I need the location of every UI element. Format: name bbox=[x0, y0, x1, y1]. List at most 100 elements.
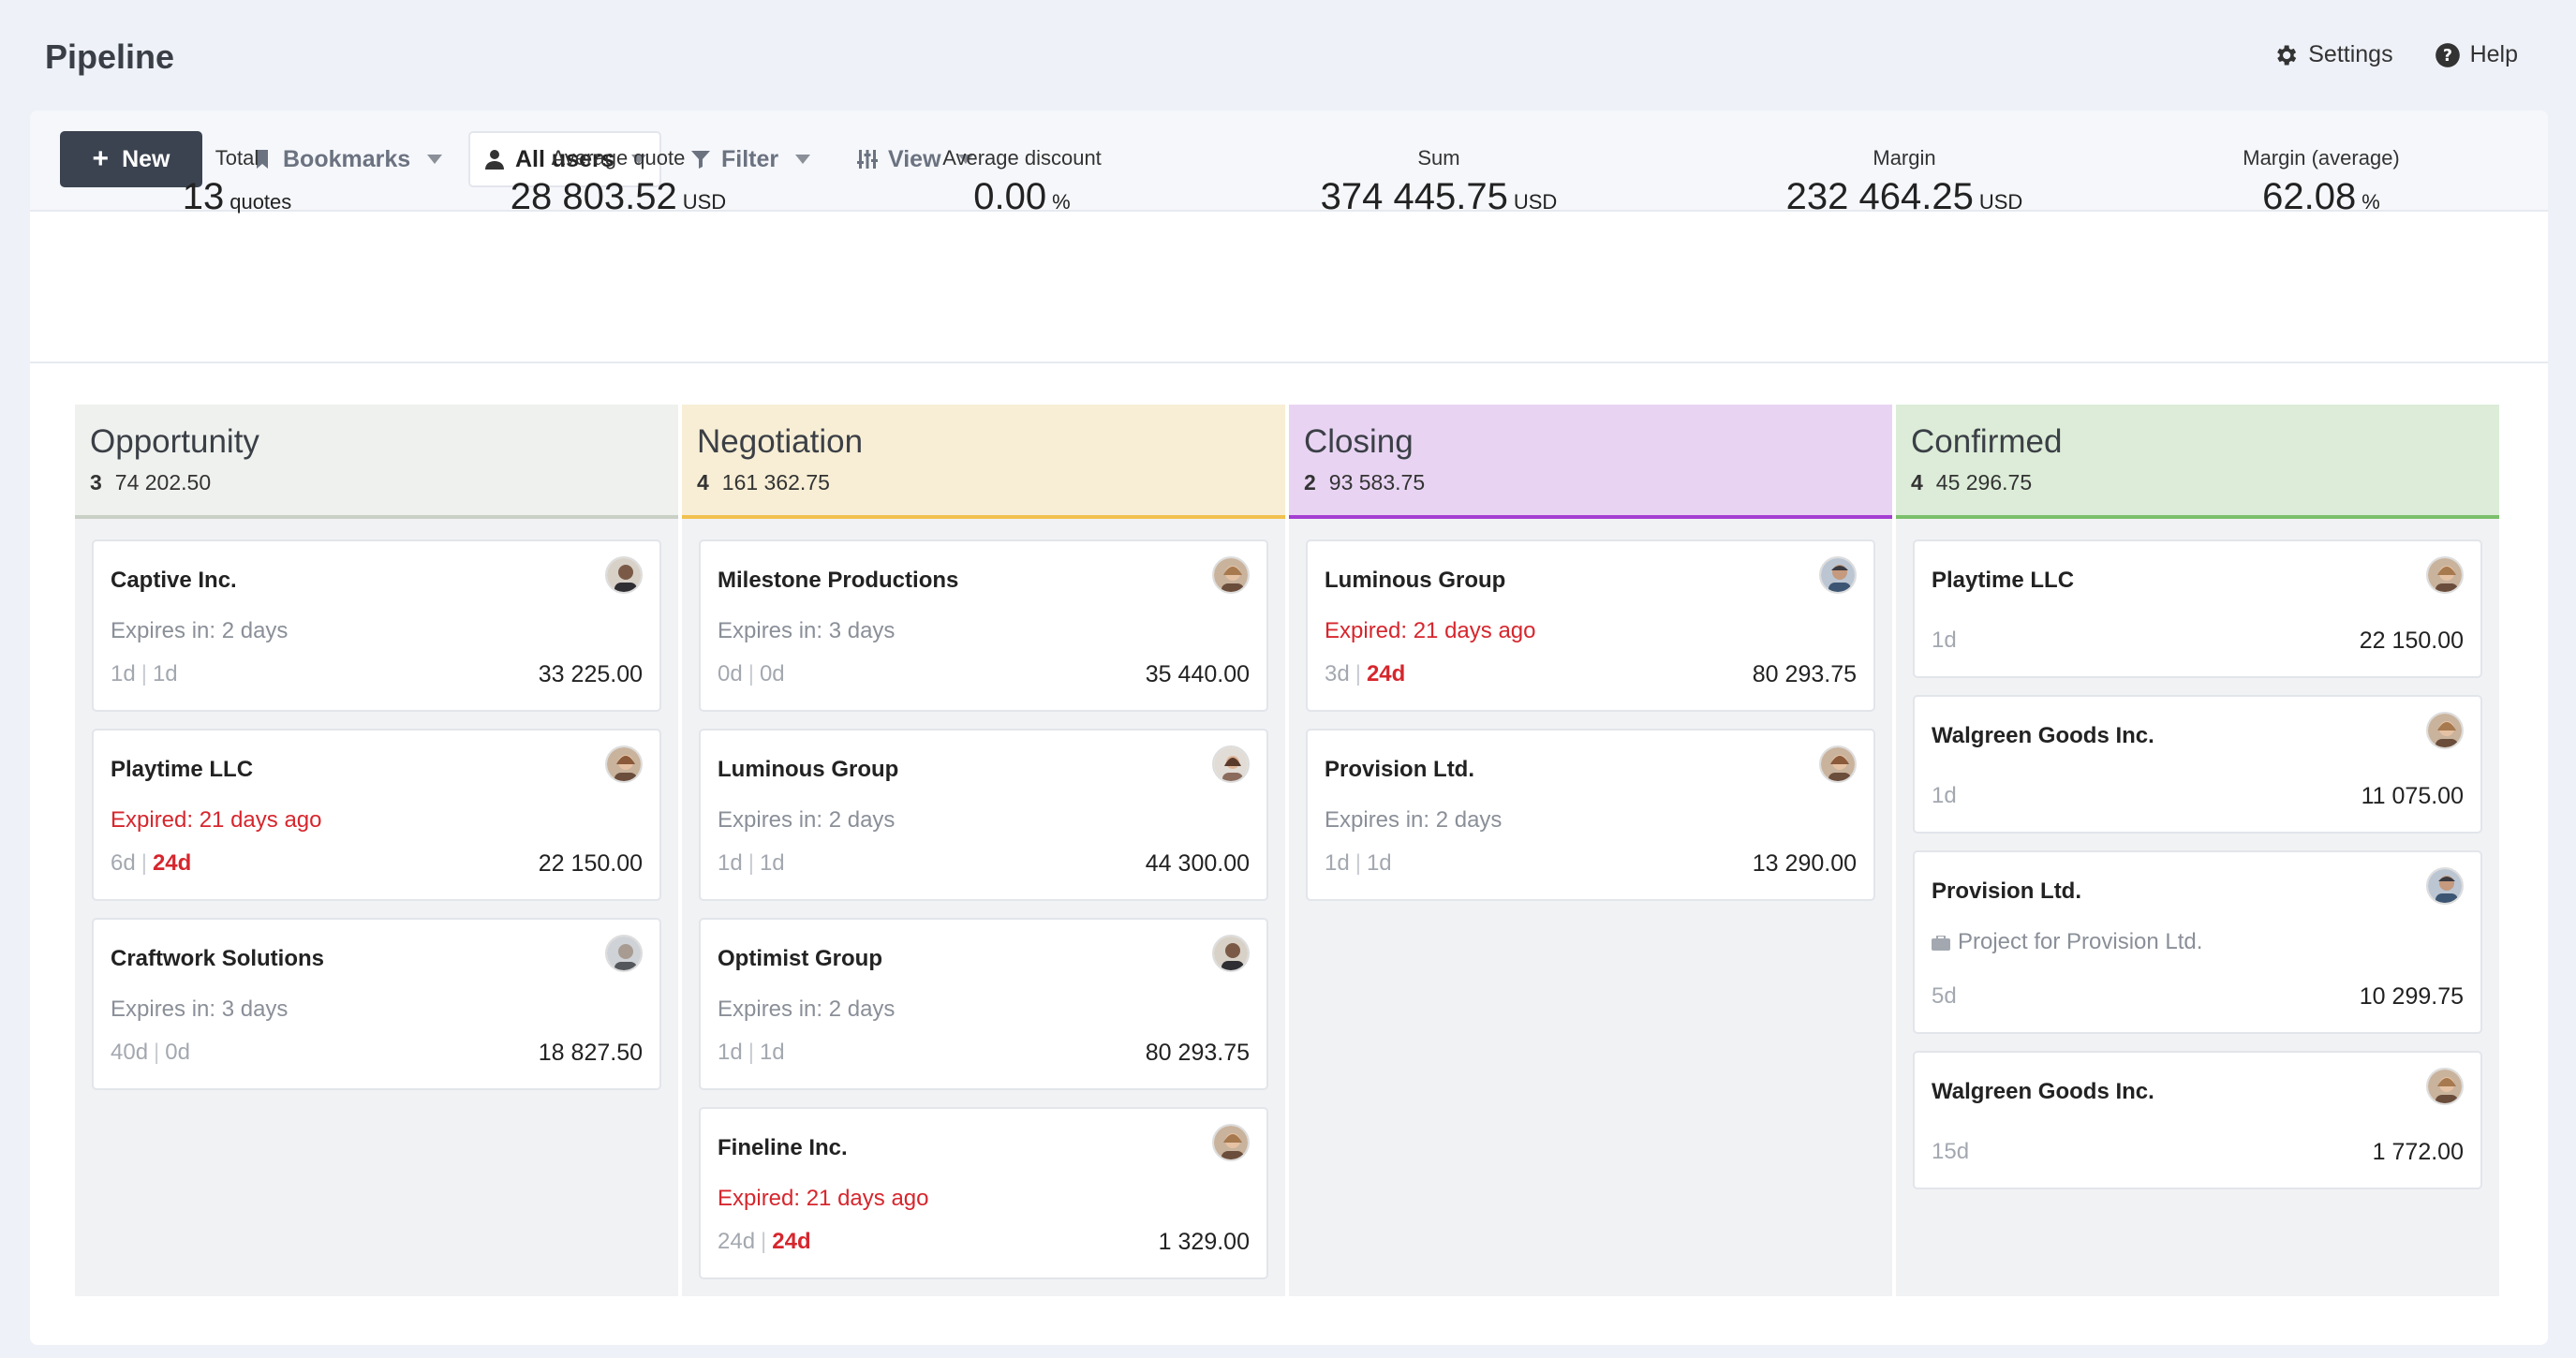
chevron-down-icon bbox=[795, 155, 811, 164]
days-status: 24d bbox=[152, 850, 192, 876]
days-open: 1d bbox=[111, 661, 136, 686]
quote-card[interactable]: Walgreen Goods Inc. 1d 11 075.00 bbox=[1913, 695, 2482, 834]
card-amount: 1 772.00 bbox=[2372, 1139, 2464, 1165]
view-dropdown[interactable]: View bbox=[843, 131, 986, 187]
quote-card[interactable]: Playtime LLC 1d 22 150.00 bbox=[1913, 539, 2482, 678]
avatar bbox=[605, 935, 643, 972]
days-status: 1d bbox=[759, 1040, 785, 1065]
card-status: Expires in: 2 days bbox=[1325, 807, 1503, 833]
days-status: 0d bbox=[165, 1040, 190, 1065]
stat-average-quote: Average quote 28 803.52 USD bbox=[511, 146, 726, 218]
card-days: 24d | 24d bbox=[718, 1229, 811, 1255]
project-label: Project for Provision Ltd. bbox=[1958, 929, 2203, 954]
quote-card[interactable]: Provision Ltd. Expires in: 2 days 1d | 1d … bbox=[1306, 729, 1875, 901]
users-dropdown[interactable]: All users bbox=[468, 131, 661, 187]
quote-card[interactable]: Luminous Group Expired: 21 days ago 3d | 2… bbox=[1306, 539, 1875, 712]
card-amount: 1 329.00 bbox=[1158, 1229, 1250, 1255]
avatar bbox=[1212, 745, 1250, 783]
stat-number: 232 464.25 bbox=[1785, 176, 1974, 217]
quote-card[interactable]: Optimist Group Expires in: 2 days 1d | 1d … bbox=[699, 918, 1268, 1090]
card-days: 1d | 1d bbox=[718, 850, 785, 877]
days-open: 5d bbox=[1932, 983, 1957, 1009]
quote-card[interactable]: Walgreen Goods Inc. 15d 1 772.00 bbox=[1913, 1051, 2482, 1189]
column-sum: 45 296.75 bbox=[1935, 470, 2033, 494]
bookmarks-dropdown[interactable]: Bookmarks bbox=[238, 131, 455, 187]
avatar bbox=[2426, 1068, 2464, 1105]
chevron-down-icon bbox=[427, 155, 443, 164]
column-header: Opportunity 3 74 202.50 bbox=[75, 405, 678, 519]
top-bar: Pipeline Settings ? Help bbox=[0, 0, 2576, 111]
stat-number: 0.00 bbox=[973, 176, 1047, 217]
stat-total: Total 13 quotes bbox=[183, 146, 292, 218]
stat-value: 13 quotes bbox=[183, 176, 292, 218]
stat-label: Margin (average) bbox=[2243, 146, 2400, 170]
column-negotiation: Negotiation 4 161 362.75 Milestone Produc… bbox=[682, 405, 1285, 1296]
card-days: 40d | 0d bbox=[111, 1040, 190, 1066]
quote-card[interactable]: Provision Ltd. Project for Provision Ltd… bbox=[1913, 850, 2482, 1034]
quote-card[interactable]: Fineline Inc. Expired: 21 days ago 24d | 2… bbox=[699, 1107, 1268, 1279]
column-count: 4 bbox=[697, 470, 709, 494]
new-button[interactable]: + New bbox=[60, 131, 202, 187]
avatar bbox=[1819, 556, 1857, 594]
settings-button[interactable]: Settings bbox=[2273, 41, 2393, 68]
stat-value: 374 445.75 USD bbox=[1321, 176, 1558, 218]
stat-value: 62.08% bbox=[2243, 176, 2400, 218]
stat-number: 13 bbox=[182, 176, 225, 217]
toolbar: + New Bookmarks All users Filter View bbox=[30, 111, 2548, 212]
card-status: Expires in: 3 days bbox=[718, 618, 896, 643]
card-amount: 10 299.75 bbox=[2359, 983, 2464, 1010]
card-amount: 22 150.00 bbox=[2359, 627, 2464, 654]
card-days: 1d | 1d bbox=[718, 1040, 785, 1066]
card-company: Optimist Group bbox=[718, 946, 882, 971]
stat-label: Total bbox=[215, 146, 259, 170]
card-project: Project for Provision Ltd. bbox=[1932, 929, 2202, 955]
days-status: 0d bbox=[759, 661, 785, 686]
users-label: All users bbox=[515, 145, 614, 172]
card-company: Craftwork Solutions bbox=[111, 946, 325, 971]
card-company: Milestone Productions bbox=[718, 568, 959, 593]
card-status: Expired: 21 days ago bbox=[1325, 618, 1536, 643]
quote-card[interactable]: Luminous Group Expires in: 2 days 1d | 1d … bbox=[699, 729, 1268, 901]
column-title: Negotiation bbox=[697, 423, 864, 460]
card-status: Expired: 21 days ago bbox=[111, 807, 322, 833]
filter-dropdown[interactable]: Filter bbox=[676, 131, 823, 187]
avatar bbox=[1212, 1124, 1250, 1161]
view-label: View bbox=[888, 145, 941, 172]
column-sum: 93 583.75 bbox=[1328, 470, 1426, 494]
card-company: Provision Ltd. bbox=[1325, 757, 1475, 782]
card-amount: 22 150.00 bbox=[538, 850, 643, 877]
stat-unit: USD bbox=[1978, 190, 2023, 214]
card-days: 6d | 24d bbox=[111, 850, 191, 877]
stat-margin: Margin 232 464.25 USD bbox=[1786, 146, 2023, 218]
card-status: Expires in: 2 days bbox=[718, 807, 896, 833]
card-company: Playtime LLC bbox=[111, 757, 254, 782]
quote-card[interactable]: Playtime LLC Expired: 21 days ago 6d | 24d… bbox=[92, 729, 661, 901]
user-icon bbox=[485, 150, 504, 170]
quote-card[interactable]: Captive Inc. Expires in: 2 days 1d | 1d 33… bbox=[92, 539, 661, 712]
days-open: 15d bbox=[1932, 1139, 1970, 1164]
card-status: Expires in: 3 days bbox=[111, 996, 289, 1022]
avatar bbox=[1212, 556, 1250, 594]
quote-card[interactable]: Milestone Productions Expires in: 3 days… bbox=[699, 539, 1268, 712]
avatar bbox=[605, 556, 643, 594]
stat-label: Average quote bbox=[551, 146, 686, 170]
card-days: 1d | 1d bbox=[111, 661, 178, 687]
card-status: Expires in: 2 days bbox=[718, 996, 896, 1022]
days-status: 1d bbox=[759, 850, 785, 876]
days-open: 0d bbox=[718, 661, 743, 686]
card-company: Walgreen Goods Inc. bbox=[1932, 1079, 2154, 1104]
column-header: Confirmed 4 45 296.75 bbox=[1896, 405, 2499, 519]
days-open: 1d bbox=[1325, 850, 1350, 876]
card-amount: 33 225.00 bbox=[538, 661, 643, 687]
stat-number: 28 803.52 bbox=[510, 176, 677, 217]
card-company: Captive Inc. bbox=[111, 568, 237, 593]
stat-unit: USD bbox=[682, 190, 727, 214]
card-days: 1d bbox=[1932, 627, 1957, 654]
top-actions: Settings ? Help bbox=[2273, 41, 2518, 68]
quote-card[interactable]: Craftwork Solutions Expires in: 3 days 4… bbox=[92, 918, 661, 1090]
days-open: 1d bbox=[718, 1040, 743, 1065]
filter-label: Filter bbox=[721, 145, 779, 172]
days-open: 40d bbox=[111, 1040, 149, 1065]
help-button[interactable]: ? Help bbox=[2435, 41, 2518, 68]
column-sum: 161 362.75 bbox=[721, 470, 830, 494]
